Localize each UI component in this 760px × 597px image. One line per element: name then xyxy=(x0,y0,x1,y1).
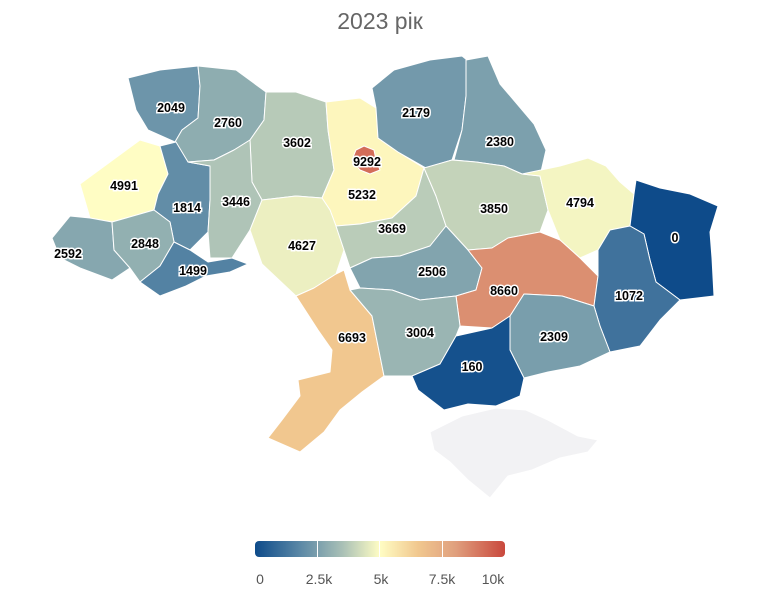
map-title: 2023 рік xyxy=(337,8,423,34)
legend-label-10k: 10k xyxy=(481,571,505,587)
region-value-label: 2309 xyxy=(540,330,568,344)
region-value-label: 2380 xyxy=(486,135,514,149)
region-kherson[interactable] xyxy=(411,315,525,411)
region-value-label: 3446 xyxy=(222,195,250,209)
legend-label-7_5k: 7.5k xyxy=(428,571,456,587)
region-vinnytsia[interactable] xyxy=(249,195,345,297)
region-value-label: 160 xyxy=(462,360,483,374)
region-value-label: 4991 xyxy=(110,179,138,193)
region-value-label: 1814 xyxy=(173,201,201,215)
region-chernivtsi[interactable] xyxy=(139,241,249,297)
region-kyiv-city[interactable] xyxy=(351,145,381,175)
region-value-label: 1499 xyxy=(179,264,207,278)
region-value-label: 8660 xyxy=(490,284,518,298)
legend-label-0: 0 xyxy=(256,571,264,587)
region-value-label: 0 xyxy=(672,231,679,245)
region-value-label: 3602 xyxy=(283,136,311,150)
region-value-label: 1072 xyxy=(615,289,643,303)
region-value-label: 5232 xyxy=(348,188,376,202)
region-value-label: 4627 xyxy=(288,239,316,253)
region-odesa[interactable] xyxy=(267,269,385,453)
region-value-label: 2848 xyxy=(131,237,159,251)
region-value-label: 3669 xyxy=(378,222,406,236)
region-value-label: 6693 xyxy=(338,331,366,345)
region-value-label: 3004 xyxy=(406,326,434,340)
region-sumy[interactable] xyxy=(453,55,547,177)
legend-divider xyxy=(379,541,380,557)
region-value-label: 2760 xyxy=(214,116,242,130)
region-value-label: 3850 xyxy=(480,202,508,216)
region-crimea[interactable] xyxy=(429,407,599,499)
region-value-label: 2179 xyxy=(402,106,430,120)
legend-label-5k: 5k xyxy=(373,571,389,587)
region-value-label: 2592 xyxy=(54,247,82,261)
region-value-label: 2506 xyxy=(418,265,446,279)
region-value-label: 2049 xyxy=(157,101,185,115)
legend-label-2_5k: 2.5k xyxy=(305,571,333,587)
region-value-label: 4794 xyxy=(566,196,594,210)
region-value-label: 9292 xyxy=(353,155,381,169)
color-scale-bar xyxy=(255,541,505,557)
legend-divider xyxy=(317,541,318,557)
region-mykolaiv[interactable] xyxy=(349,287,461,377)
legend-divider xyxy=(442,541,443,557)
color-legend xyxy=(255,541,505,557)
